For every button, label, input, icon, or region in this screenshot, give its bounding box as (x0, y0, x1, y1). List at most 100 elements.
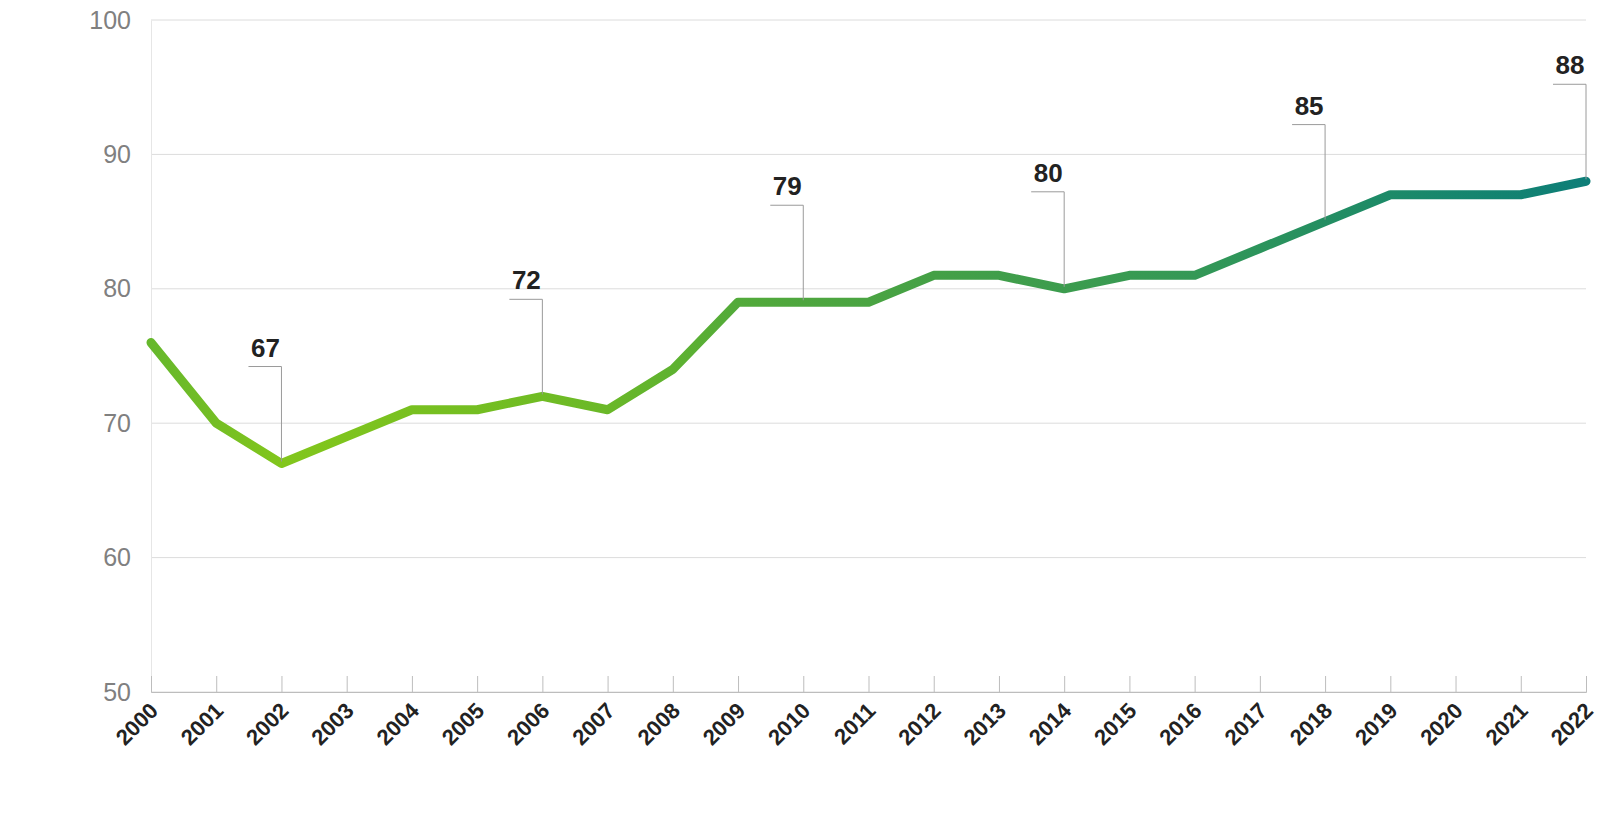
x-tick-mark (1064, 676, 1065, 692)
x-tick-label: 2002 (241, 698, 293, 750)
x-tick: 2014 (1024, 676, 1077, 750)
x-tick: 2000 (111, 676, 163, 750)
label-leader (1553, 84, 1586, 179)
x-tick-label: 2009 (698, 698, 750, 750)
x-tick: 2005 (437, 676, 489, 750)
x-tick: 2002 (241, 676, 293, 750)
x-tick-mark (869, 676, 870, 692)
data-label: 79 (773, 171, 802, 201)
x-tick: 2011 (829, 676, 880, 749)
x-tick-mark (1456, 676, 1457, 692)
x-tick-mark (412, 676, 413, 692)
x-tick-mark (151, 676, 152, 692)
x-tick-mark (1390, 676, 1391, 692)
x-tick-label: 2022 (1546, 698, 1598, 750)
y-tick: 70 (103, 409, 151, 437)
x-tick-label: 2018 (1285, 698, 1337, 750)
y-tick-label: 80 (103, 274, 131, 302)
grid-line (151, 423, 1586, 424)
x-tick: 2021 (1481, 676, 1533, 750)
grid-line (151, 557, 1586, 558)
grid-line (151, 154, 1586, 155)
x-tick-label: 2006 (502, 698, 554, 750)
grid-line (151, 20, 1586, 21)
x-tick: 2015 (1089, 676, 1141, 750)
x-tick: 2001 (176, 676, 228, 750)
x-tick-mark (281, 676, 282, 692)
x-tick-mark (1521, 676, 1522, 692)
x-tick-mark (542, 676, 543, 692)
x-tick-mark (1195, 676, 1196, 692)
plot-area (151, 181, 1586, 463)
series-line (151, 181, 1586, 463)
y-tick: 80 (103, 274, 151, 302)
x-tick-mark (1325, 676, 1326, 692)
x-tick-label: 2016 (1154, 698, 1206, 750)
x-tick: 2004 (372, 676, 425, 750)
data-label: 67 (251, 333, 280, 363)
x-tick-label: 2005 (437, 698, 489, 750)
label-leader (509, 299, 542, 394)
x-tick-label: 2012 (893, 698, 945, 750)
y-tick-label: 100 (89, 6, 131, 34)
x-tick: 2006 (502, 676, 554, 750)
y-tick: 90 (103, 140, 151, 168)
data-label: 72 (512, 265, 541, 295)
x-tick: 2007 (567, 676, 619, 750)
y-axis: 5060708090100 (89, 6, 151, 706)
x-axis-line (152, 676, 1587, 693)
x-tick: 2022 (1546, 676, 1598, 750)
x-tick: 2012 (893, 676, 945, 750)
y-tick: 100 (89, 6, 151, 34)
x-tick-mark (934, 676, 935, 692)
x-tick-label: 2013 (959, 698, 1011, 750)
label-leader (248, 367, 281, 462)
x-tick: 2019 (1350, 676, 1402, 750)
x-tick-label: 2003 (306, 698, 358, 750)
y-axis-line (151, 21, 152, 693)
x-tick: 2018 (1285, 676, 1337, 750)
x-tick-mark (1129, 676, 1130, 692)
label-leader (1292, 125, 1325, 220)
x-tick-mark (673, 676, 674, 692)
x-tick-label: 2010 (763, 698, 815, 750)
x-tick: 2017 (1220, 676, 1272, 750)
x-tick-label: 2021 (1481, 698, 1533, 750)
x-tick-mark (803, 676, 804, 692)
x-tick: 2008 (633, 676, 685, 750)
label-leader (770, 205, 803, 300)
x-tick-label: 2000 (111, 698, 163, 750)
grid (151, 20, 1586, 692)
y-tick: 60 (103, 543, 151, 571)
x-tick-label: 2017 (1220, 698, 1272, 750)
x-tick: 2009 (698, 676, 750, 750)
x-tick-mark (738, 676, 739, 692)
x-tick: 2010 (763, 676, 815, 750)
x-tick-mark (216, 676, 217, 692)
x-tick-label: 2015 (1089, 698, 1141, 750)
x-tick-label: 2014 (1024, 697, 1077, 750)
data-labels: 67 72 79 80 85 88 (248, 50, 1586, 461)
x-tick: 2020 (1415, 676, 1467, 750)
chart: 5060708090100200020012002200320042005200… (0, 0, 1600, 823)
x-tick-label: 2008 (633, 698, 685, 750)
y-tick-label: 70 (103, 409, 131, 437)
data-label: 80 (1034, 158, 1063, 188)
data-label: 85 (1295, 91, 1324, 121)
x-tick: 2016 (1154, 676, 1206, 750)
x-tick-mark (999, 676, 1000, 692)
x-tick-mark (1586, 676, 1587, 692)
x-tick-label: 2004 (372, 697, 425, 750)
y-tick-label: 60 (103, 543, 131, 571)
x-tick-mark (1260, 676, 1261, 692)
x-tick-label: 2011 (829, 698, 880, 749)
x-tick-label: 2020 (1415, 698, 1467, 750)
x-tick: 2013 (959, 676, 1011, 750)
x-tick-label: 2001 (176, 698, 228, 750)
label-leader (1031, 192, 1064, 287)
grid-line (151, 288, 1586, 289)
x-tick-mark (477, 676, 478, 692)
y-tick-label: 90 (103, 140, 131, 168)
data-label: 88 (1556, 50, 1585, 80)
x-tick: 2003 (306, 676, 358, 750)
